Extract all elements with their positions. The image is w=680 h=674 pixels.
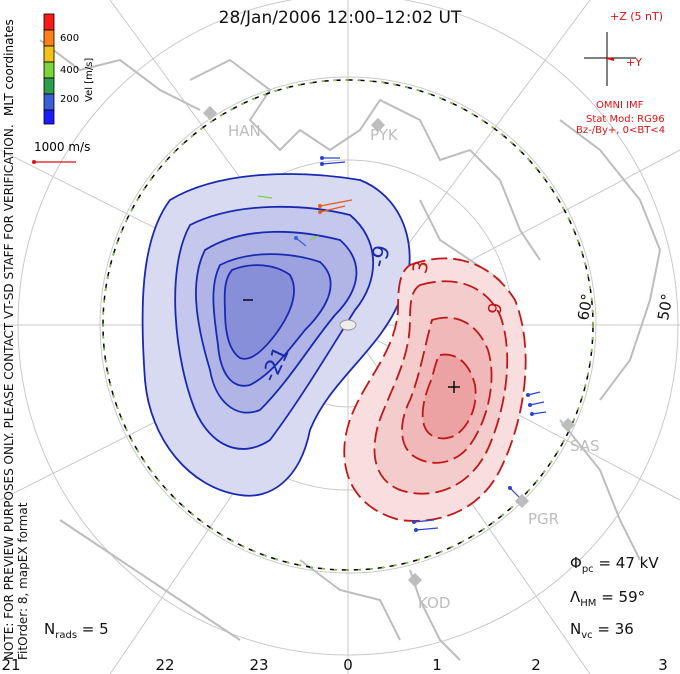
fit-order-note: FitOrder: 8, mapEX format (16, 502, 30, 660)
imf-dial (584, 32, 636, 86)
mlt-tick-3: 3 (658, 656, 668, 674)
imf-model-title: OMNI IMF (596, 100, 644, 111)
imf-model-cond: Bz-/By+, 0<BT<4 (576, 125, 666, 136)
station-kod: KOD (418, 594, 451, 612)
coastlines (39, 39, 662, 661)
vector-origins (32, 156, 534, 532)
n-vc-stat: Nvc = 36 (570, 620, 634, 641)
lambda-hm-symbol: ΛHM = (570, 588, 619, 609)
lambda-hm-value: 59° (618, 588, 646, 606)
lambda-hm-stat: ΛHM = 59° (570, 588, 645, 609)
n-vc-value: 36 (614, 620, 634, 638)
station-sas: SAS (570, 437, 600, 455)
velocity-vectors (34, 157, 547, 531)
imf-z-label: +Z (5 nT) (610, 10, 664, 23)
n-rads-symbol: Nrads = (44, 620, 100, 641)
preview-note: NOTE: FOR PREVIEW PURPOSES ONLY. PLEASE … (2, 124, 16, 660)
mlt-tick-2: 2 (531, 656, 541, 674)
scale-vector-label: 1000 m/s (34, 140, 91, 154)
n-vc-symbol: Nvc = (570, 620, 615, 641)
pole-marker (339, 319, 357, 331)
page-title: 28/Jan/2006 12:00–12:02 UT (218, 8, 462, 28)
station-han: HAN (228, 122, 261, 140)
cell-markers (243, 299, 460, 393)
mlt-tick-1: 1 (432, 656, 442, 674)
colorbar-tick-200: 200 (60, 94, 80, 105)
n-rads-stat: Nrads = 5 (44, 620, 109, 641)
imf-y-label: +Y (626, 56, 642, 69)
phi-pc-value: 47 kV (615, 554, 659, 572)
colorbar-label: Vel [m/s] (84, 57, 95, 102)
colorbar-tick-400: 400 (60, 65, 80, 76)
phi-pc-symbol: Φpc = (570, 554, 616, 575)
mlt-tick-0: 0 (343, 656, 353, 674)
negative-cell (141, 173, 411, 497)
coord-label: MLT coordinates (2, 19, 16, 116)
hm-boundary-green (102, 79, 594, 571)
phi-pc-stat: Φpc = 47 kV (570, 554, 659, 575)
imf-model-stat: Stat Mod: RG96 (586, 114, 665, 125)
mlt-tick-23: 23 (249, 656, 269, 674)
positive-cell (343, 257, 527, 522)
colorbar (43, 13, 55, 125)
mlt-tick-22: 22 (155, 656, 175, 674)
station-pyk: PYK (370, 126, 398, 144)
station-pgr: PGR (528, 510, 560, 528)
mlt-tick-21: 21 (1, 656, 21, 674)
colorbar-tick-600: 600 (60, 33, 80, 44)
n-rads-value: 5 (99, 620, 109, 638)
